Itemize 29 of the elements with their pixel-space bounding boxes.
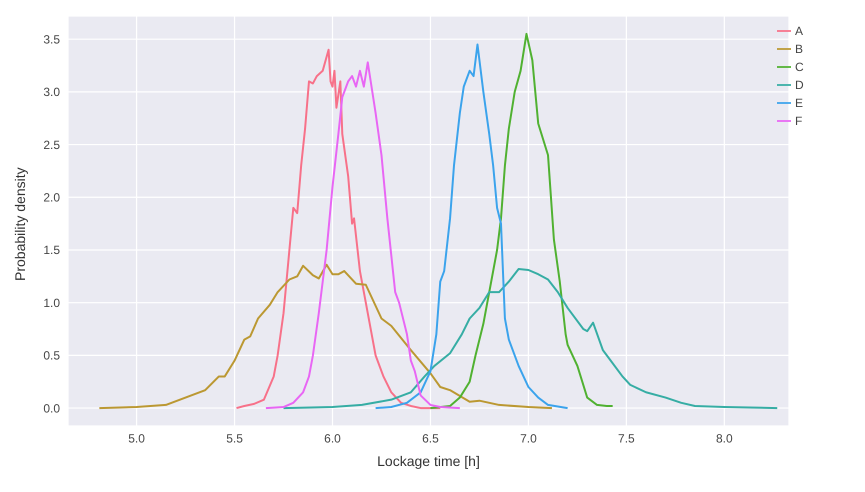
x-tick-label: 6.5: [422, 432, 440, 446]
y-tick-label: 2.5: [43, 138, 60, 152]
y-tick-label: 3.0: [43, 85, 60, 100]
y-axis-title: Probability density: [12, 167, 28, 281]
x-tick-label: 7.0: [520, 432, 538, 446]
y-tick-label: 0.0: [43, 401, 60, 416]
legend-label: A: [795, 24, 804, 38]
legend-label: E: [795, 96, 804, 110]
line-series: [374, 43, 569, 410]
x-tick-label: 6.0: [324, 432, 342, 446]
line-series: [429, 32, 614, 410]
x-tick-label: 7.5: [618, 432, 636, 446]
line-series: [235, 48, 442, 410]
legend-label: C: [795, 60, 804, 74]
legend-label: D: [795, 78, 804, 92]
x-tick-label: 5.0: [128, 432, 146, 446]
legend-label: F: [795, 114, 802, 128]
line-series: [282, 268, 778, 410]
legend-label: B: [795, 42, 804, 56]
y-tick-label: 1.5: [43, 243, 60, 258]
y-tick-label: 0.5: [43, 348, 60, 363]
x-axis-title: Lockage time [h]: [377, 453, 480, 469]
x-tick-label: 5.5: [226, 432, 244, 446]
line-series: [98, 264, 553, 410]
y-tick-label: 3.5: [43, 32, 60, 46]
x-tick-label: 8.0: [716, 432, 734, 446]
line-series: [264, 61, 461, 410]
y-tick-label: 1.0: [43, 296, 60, 310]
y-tick-label: 2.0: [43, 190, 60, 205]
